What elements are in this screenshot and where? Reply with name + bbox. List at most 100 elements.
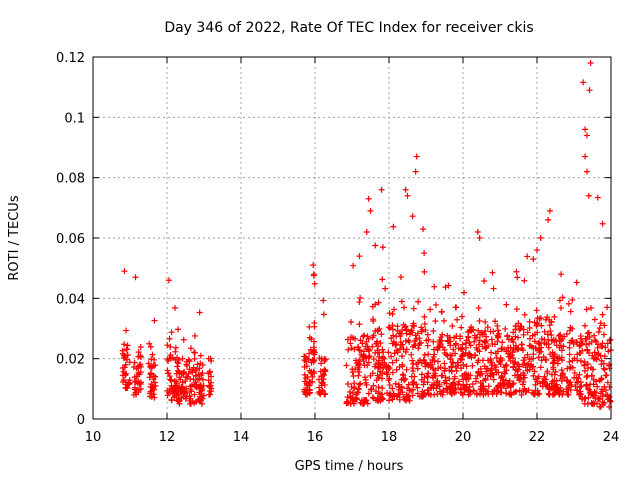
data-point <box>481 278 488 285</box>
data-point <box>487 328 494 335</box>
data-point <box>552 383 559 390</box>
data-point <box>172 304 179 311</box>
data-point <box>494 348 501 355</box>
data-point <box>175 389 182 396</box>
data-point <box>574 351 581 358</box>
data-point <box>482 375 489 382</box>
data-point <box>394 349 401 356</box>
data-point <box>489 371 496 378</box>
data-point <box>317 368 324 375</box>
data-point <box>583 168 590 175</box>
data-point <box>403 326 410 333</box>
data-point <box>522 389 529 396</box>
data-point <box>193 372 200 379</box>
data-point <box>567 379 574 386</box>
data-point <box>586 334 593 341</box>
data-point <box>524 367 531 374</box>
data-point <box>576 391 583 398</box>
data-point <box>183 361 190 368</box>
data-point <box>458 365 465 372</box>
data-point <box>430 338 437 345</box>
data-point <box>442 284 449 291</box>
data-point <box>318 382 325 389</box>
data-point <box>585 329 592 336</box>
data-points <box>119 60 614 410</box>
data-point <box>135 349 142 356</box>
data-point <box>420 226 427 233</box>
data-point <box>554 360 561 367</box>
data-point <box>580 79 587 86</box>
data-point <box>601 399 608 406</box>
data-point <box>386 325 393 332</box>
data-point <box>410 368 417 375</box>
data-point <box>524 329 531 336</box>
data-point <box>119 372 126 379</box>
data-point <box>357 294 364 301</box>
data-point <box>449 359 456 366</box>
data-point <box>147 343 154 350</box>
data-point <box>370 382 377 389</box>
data-point <box>344 393 351 400</box>
data-point <box>378 331 385 338</box>
data-point <box>363 228 370 235</box>
data-point <box>148 356 155 363</box>
data-point <box>382 285 389 292</box>
data-point <box>484 366 491 373</box>
data-point <box>304 381 311 388</box>
data-point <box>536 347 543 354</box>
data-point <box>357 380 364 387</box>
data-point <box>497 389 504 396</box>
data-point <box>548 332 555 339</box>
data-point <box>357 337 364 344</box>
data-point <box>131 374 138 381</box>
data-point <box>119 350 126 357</box>
data-point <box>540 353 547 360</box>
x-tick-label: 10 <box>85 430 102 445</box>
data-point <box>379 375 386 382</box>
data-point <box>365 195 372 202</box>
data-point <box>311 280 318 287</box>
data-point <box>379 244 386 251</box>
data-point <box>451 373 458 380</box>
data-point <box>412 342 419 349</box>
data-point <box>137 353 144 360</box>
data-point <box>474 228 481 235</box>
data-point <box>476 348 483 355</box>
data-point <box>498 345 505 352</box>
data-point <box>587 304 594 311</box>
data-point <box>479 357 486 364</box>
data-point <box>590 366 597 373</box>
data-point <box>197 393 204 400</box>
data-point <box>185 370 192 377</box>
data-point <box>413 361 420 368</box>
data-point <box>414 384 421 391</box>
data-point <box>347 393 354 400</box>
data-point <box>557 342 564 349</box>
data-point <box>365 359 372 366</box>
data-point <box>376 361 383 368</box>
data-point <box>516 375 523 382</box>
data-point <box>509 349 516 356</box>
data-point <box>421 313 428 320</box>
data-point <box>421 352 428 359</box>
data-point <box>187 345 194 352</box>
x-tick-label: 14 <box>233 430 250 445</box>
data-point <box>364 400 371 407</box>
data-point <box>476 337 483 344</box>
data-point <box>176 385 183 392</box>
data-point <box>521 311 528 318</box>
data-point <box>489 390 496 397</box>
data-point <box>365 346 372 353</box>
data-point <box>570 340 577 347</box>
data-point <box>306 323 313 330</box>
data-point <box>356 299 363 306</box>
data-point <box>311 370 318 377</box>
data-point <box>534 329 541 336</box>
data-point <box>375 299 382 306</box>
data-point <box>311 323 318 330</box>
data-point <box>594 344 601 351</box>
data-point <box>549 349 556 356</box>
data-point <box>432 318 439 325</box>
data-point <box>550 336 557 343</box>
data-point <box>569 364 576 371</box>
